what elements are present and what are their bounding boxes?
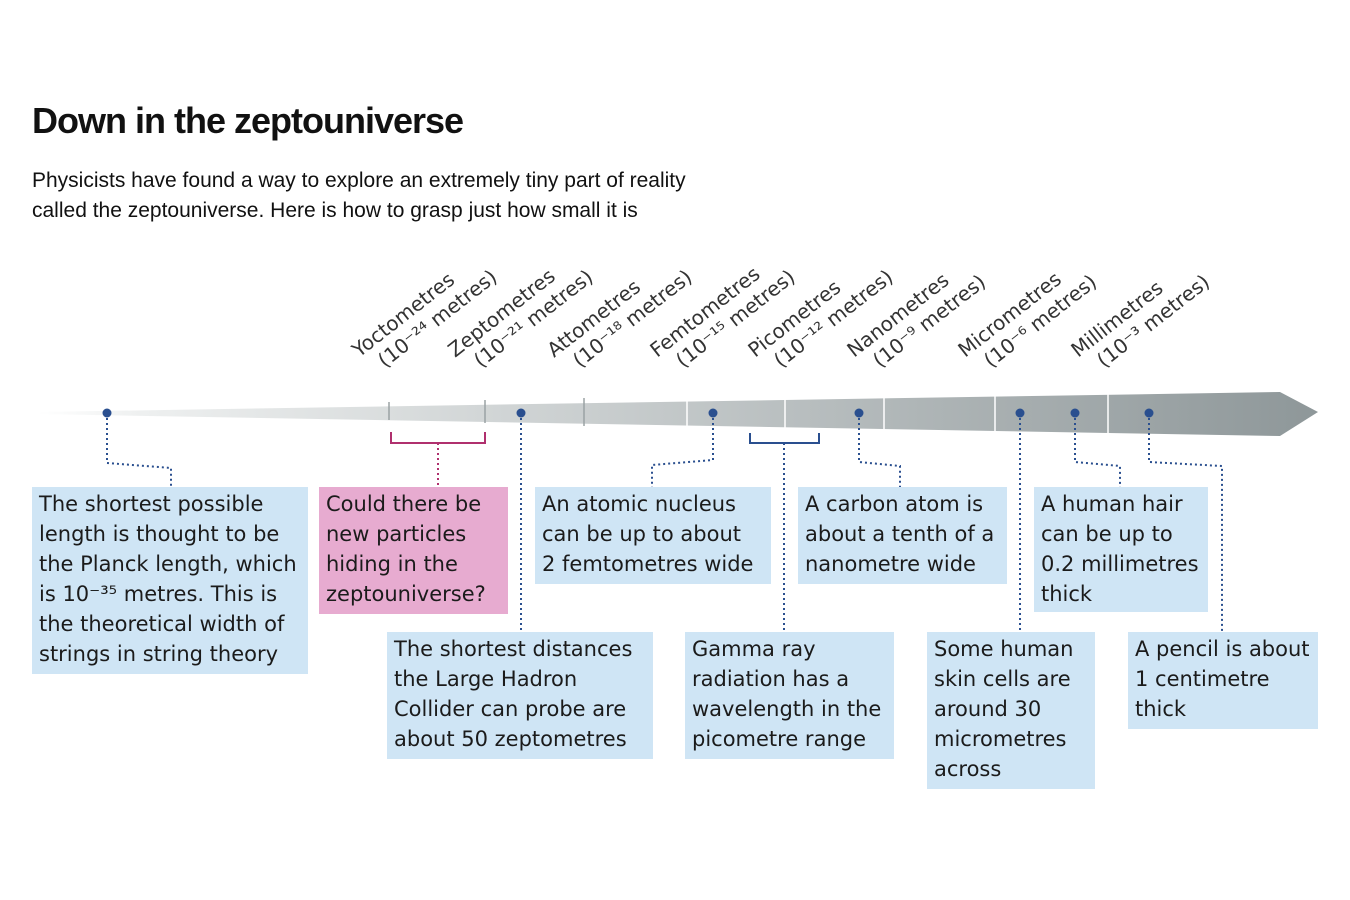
callout-line: about a tenth of a (805, 522, 995, 546)
callout-line: can be up to (1041, 522, 1173, 546)
callout-line: the Planck length, which (39, 552, 297, 576)
callout-line: Collider can probe are (394, 697, 627, 721)
marker-dot (516, 408, 526, 418)
callout-line: An atomic nucleus (542, 492, 736, 516)
callout-line: picometre range (692, 727, 866, 751)
leader-line (1148, 413, 1223, 632)
callout-line: Could there be (326, 492, 482, 516)
leader-line (1074, 413, 1121, 487)
scale-labels: Yoctometres(10⁻²⁴ metres)Zeptometres(10⁻… (347, 262, 1215, 373)
pico-bracket (749, 433, 820, 444)
callout-line: across (934, 757, 1002, 781)
callout-line: Gamma ray (692, 637, 816, 661)
page-title: Down in the zeptouniverse (32, 100, 464, 141)
callout-line: thick (1041, 582, 1093, 606)
callout-line: radiation has a (692, 667, 850, 691)
callout-line: A carbon atom is (805, 492, 984, 516)
marker-dot (1015, 408, 1025, 418)
callout-line: is 10⁻³⁵ metres. This is (39, 582, 278, 606)
scale-label: Millimetres(10⁻³ metres) (1066, 270, 1214, 373)
scale-ticks (388, 388, 1109, 436)
callout-line: A human hair (1041, 492, 1183, 516)
callout-line: can be up to about (542, 522, 741, 546)
callout-line: hiding in the (326, 552, 458, 576)
callout-line: about 50 zeptometres (394, 727, 627, 751)
scale-arrow (38, 392, 1318, 436)
callout-line: The shortest distances (394, 637, 633, 661)
callout-carbon-atom: A carbon atom is about a tenth of a nano… (798, 487, 1007, 584)
callout-line: nanometre wide (805, 552, 976, 576)
callout-lhc: The shortest distances the Large Hadron … (387, 632, 653, 759)
callout-line: The shortest possible (39, 492, 264, 516)
marker-dot (1144, 408, 1154, 418)
callout-atomic-nucleus: An atomic nucleus can be up to about 2 f… (535, 487, 771, 584)
callout-pencil: A pencil is about 1 centimetre thick (1128, 632, 1318, 729)
marker-dot (1070, 408, 1080, 418)
leader-line (106, 413, 172, 487)
leader-line (858, 413, 901, 487)
connectors (102, 408, 1223, 632)
callout-line: around 30 (934, 697, 1042, 721)
callout-line: 2 femtometres wide (542, 552, 754, 576)
callout-skin-cells: Some human skin cells are around 30 micr… (927, 632, 1095, 789)
marker-dot (102, 408, 112, 418)
marker-dot (854, 408, 864, 418)
callout-planck-length: The shortest possible length is thought … (32, 487, 308, 674)
callout-line: strings in string theory (39, 642, 279, 666)
callout-zeptouniverse: Could there be new particles hiding in t… (319, 487, 508, 614)
scale-label: Attometres(10⁻¹⁸ metres) (542, 265, 696, 373)
callout-line: thick (1135, 697, 1187, 721)
subtitle-line: called the zeptouniverse. Here is how to… (32, 199, 638, 222)
callout-line: skin cells are (934, 667, 1071, 691)
subtitle: Physicists have found a way to explore a… (32, 166, 752, 226)
callout-line: wavelength in the (692, 697, 882, 721)
callout-line: length is thought to be (39, 522, 280, 546)
callout-line: 0.2 millimetres (1041, 552, 1199, 576)
callout-line: 1 centimetre (1135, 667, 1270, 691)
callout-line: micrometres (934, 727, 1067, 751)
callout-line: new particles (326, 522, 467, 546)
callout-line: Some human (934, 637, 1074, 661)
callout-line: zeptouniverse? (326, 582, 486, 606)
callout-gamma-ray: Gamma ray radiation has a wavelength in … (685, 632, 894, 759)
zepto-bracket (390, 432, 486, 444)
marker-dot (708, 408, 718, 418)
callout-line: the Large Hadron (394, 667, 578, 691)
subtitle-line: Physicists have found a way to explore a… (32, 169, 686, 192)
callout-human-hair: A human hair can be up to 0.2 millimetre… (1034, 487, 1208, 612)
callout-line: the theoretical width of (39, 612, 285, 636)
callout-line: A pencil is about (1135, 637, 1310, 661)
